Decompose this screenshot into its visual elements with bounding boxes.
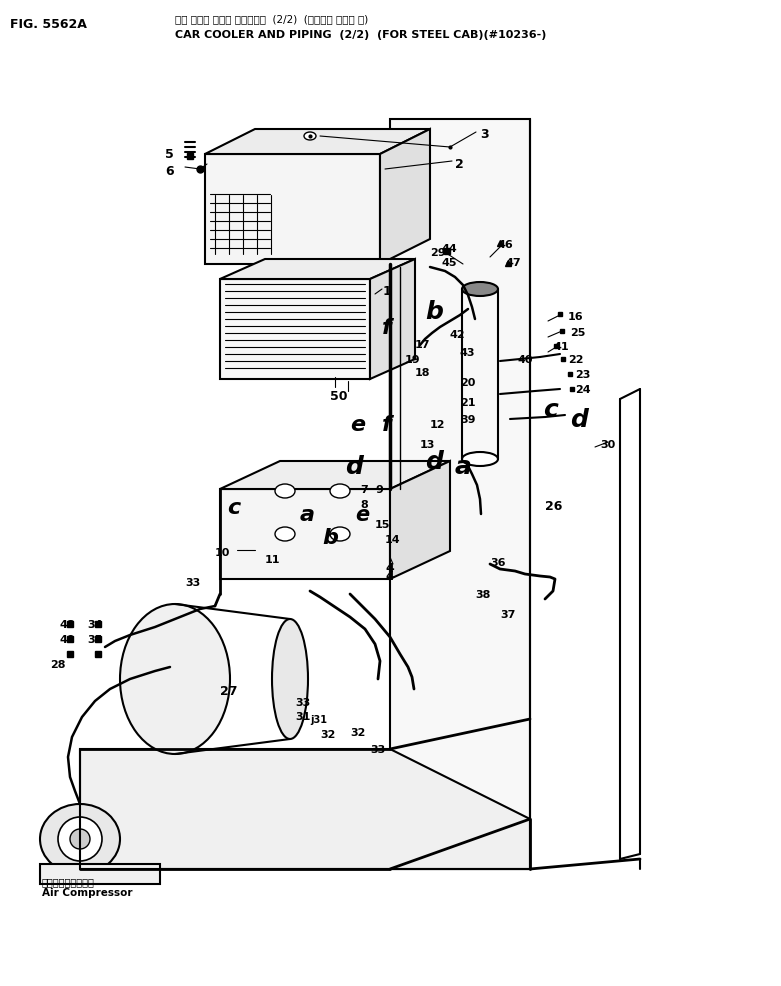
Text: 32: 32 [320,730,335,740]
Text: 1: 1 [383,285,392,298]
Text: d: d [345,455,363,478]
Text: 25: 25 [570,327,586,337]
Text: 50: 50 [330,389,348,402]
Polygon shape [220,259,415,280]
Text: 44: 44 [442,244,458,253]
Text: d: d [570,407,588,432]
Text: 37: 37 [500,609,515,619]
Ellipse shape [58,817,102,861]
Ellipse shape [304,133,316,141]
Text: 12: 12 [430,420,445,430]
Bar [40,864,160,884]
Text: 29: 29 [430,247,446,257]
Text: 31: 31 [295,711,310,722]
Text: 9: 9 [375,484,383,495]
Text: 27: 27 [220,684,237,697]
Polygon shape [205,130,430,155]
Text: 33: 33 [295,697,310,707]
Ellipse shape [40,805,120,875]
Text: 23: 23 [575,370,590,380]
Ellipse shape [70,829,90,849]
Text: 49: 49 [60,634,76,644]
Text: 2: 2 [455,158,464,171]
Text: エアーコンプレッサ: エアーコンプレッサ [42,877,95,886]
Text: 16: 16 [568,312,583,321]
Text: e: e [350,414,366,435]
Polygon shape [370,259,415,380]
Text: 21: 21 [460,397,476,407]
Polygon shape [390,461,450,580]
Text: 3: 3 [480,128,489,141]
Text: 24: 24 [575,385,590,394]
Ellipse shape [272,619,308,740]
Text: 42: 42 [450,329,465,339]
Ellipse shape [462,283,498,297]
Text: カー クーラ および パイピング  (2/2)  (スチール キャブ 用): カー クーラ および パイピング (2/2) (スチール キャブ 用) [175,14,369,24]
Ellipse shape [275,484,295,499]
Polygon shape [380,130,430,264]
Text: 32: 32 [350,728,366,738]
Polygon shape [205,155,380,264]
Text: 30: 30 [600,440,615,450]
Text: 38: 38 [475,590,490,599]
Polygon shape [390,120,530,869]
Text: 22: 22 [568,355,583,365]
Text: f: f [382,317,391,337]
Text: 10: 10 [215,547,230,557]
Polygon shape [80,749,530,869]
Text: 19: 19 [405,355,421,365]
Text: 13: 13 [420,440,435,450]
Polygon shape [220,489,390,580]
Text: Air Compressor: Air Compressor [42,887,133,897]
Text: 39: 39 [460,414,476,425]
Text: 46: 46 [498,240,514,249]
Text: 48: 48 [60,619,76,629]
Text: 14: 14 [385,534,401,544]
Text: 5: 5 [165,148,173,161]
Text: 11: 11 [265,554,280,564]
Text: 43: 43 [460,348,476,358]
Text: 36: 36 [490,557,505,567]
Ellipse shape [330,484,350,499]
Text: b: b [425,300,443,323]
Text: 7: 7 [360,484,368,495]
Text: 17: 17 [415,339,430,350]
Text: 28: 28 [50,660,66,669]
Ellipse shape [330,528,350,541]
Text: 34: 34 [87,619,102,629]
Text: 47: 47 [505,257,521,268]
Text: 15: 15 [375,520,390,529]
Text: 4: 4 [385,561,394,575]
Text: j31: j31 [310,714,327,725]
Text: e: e [355,505,369,525]
Text: CAR COOLER AND PIPING  (2/2)  (FOR STEEL CAB)(#10236-): CAR COOLER AND PIPING (2/2) (FOR STEEL C… [175,30,547,40]
Text: 26: 26 [545,500,562,513]
Text: 33: 33 [185,578,200,588]
Text: 41: 41 [554,342,569,352]
Text: 6: 6 [165,165,173,177]
Text: 20: 20 [460,378,476,387]
Text: b: b [322,528,338,547]
Text: c: c [227,498,241,518]
Text: f: f [382,414,391,435]
Text: a: a [455,455,472,478]
Ellipse shape [462,453,498,466]
Polygon shape [220,280,370,380]
Text: 45: 45 [442,257,458,268]
Text: 33: 33 [370,744,385,754]
Text: FIG. 5562A: FIG. 5562A [10,18,87,31]
Text: c: c [543,397,558,422]
Polygon shape [220,461,450,489]
Text: 8: 8 [360,500,368,510]
Text: a: a [300,505,315,525]
Text: d: d [425,450,443,473]
Text: 35: 35 [87,634,102,644]
Ellipse shape [120,604,230,754]
Ellipse shape [275,528,295,541]
Text: 40: 40 [518,355,533,365]
Text: 18: 18 [415,368,430,378]
Text: 4: 4 [385,570,394,583]
